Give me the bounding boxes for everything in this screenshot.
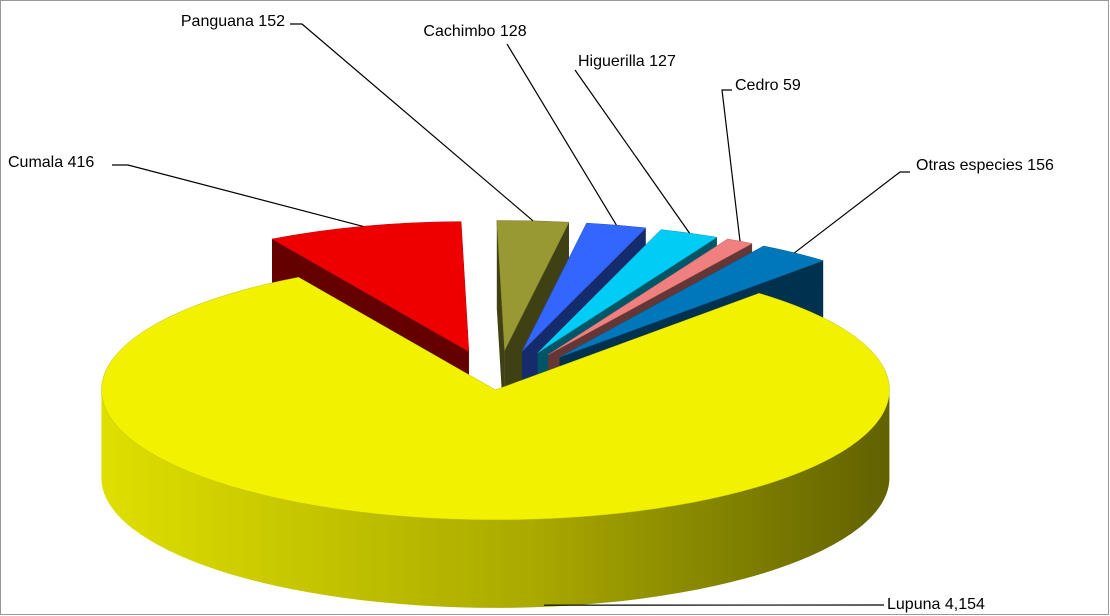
leader-line bbox=[721, 89, 741, 242]
slice-label: Cumala 416 bbox=[8, 154, 94, 171]
slice-label-category: Cachimbo bbox=[423, 23, 495, 40]
pie-slice bbox=[496, 220, 570, 352]
slice-label-value: 156 bbox=[1027, 157, 1054, 174]
pie-slice bbox=[521, 222, 647, 352]
slice-label: Cedro 59 bbox=[735, 77, 801, 94]
slice-label-value: 127 bbox=[649, 53, 676, 70]
slice-label: Cachimbo 128 bbox=[423, 23, 526, 40]
slice-label: Panguana 152 bbox=[181, 13, 285, 30]
slice-label-category: Cedro bbox=[735, 77, 779, 94]
slice-label-category: Cumala bbox=[8, 154, 63, 171]
slice-label-category: Lupuna bbox=[887, 596, 940, 613]
slice-label-category: Panguana bbox=[181, 13, 254, 30]
leader-line bbox=[794, 171, 910, 254]
pie-slice bbox=[271, 221, 470, 353]
pie-slice bbox=[559, 245, 824, 358]
slice-label-value: 128 bbox=[500, 23, 527, 40]
slice-label-value: 59 bbox=[783, 77, 801, 94]
leader-line bbox=[574, 69, 690, 234]
pie-labels: Lupuna 4,154 Cumala 416 Panguana 152 Cachim… bbox=[8, 13, 1054, 613]
slice-label: Lupuna 4,154 bbox=[887, 596, 985, 613]
slice-label-value: 4,154 bbox=[945, 596, 985, 613]
leader-line bbox=[506, 43, 617, 226]
leader-line bbox=[290, 23, 534, 222]
slice-side bbox=[496, 220, 505, 439]
pie-tops bbox=[101, 220, 890, 521]
leader-line bbox=[112, 164, 364, 227]
slice-label: Otras especies 156 bbox=[916, 157, 1054, 174]
slice-label-value: 152 bbox=[258, 13, 285, 30]
slice-label-value: 416 bbox=[68, 154, 95, 171]
pie-slice bbox=[101, 277, 890, 521]
slice-label: Higuerilla 127 bbox=[578, 53, 676, 70]
slice-side bbox=[101, 389, 890, 608]
slice-label-category: Higuerilla bbox=[578, 53, 645, 70]
slice-label-category: Otras especies bbox=[916, 157, 1023, 174]
